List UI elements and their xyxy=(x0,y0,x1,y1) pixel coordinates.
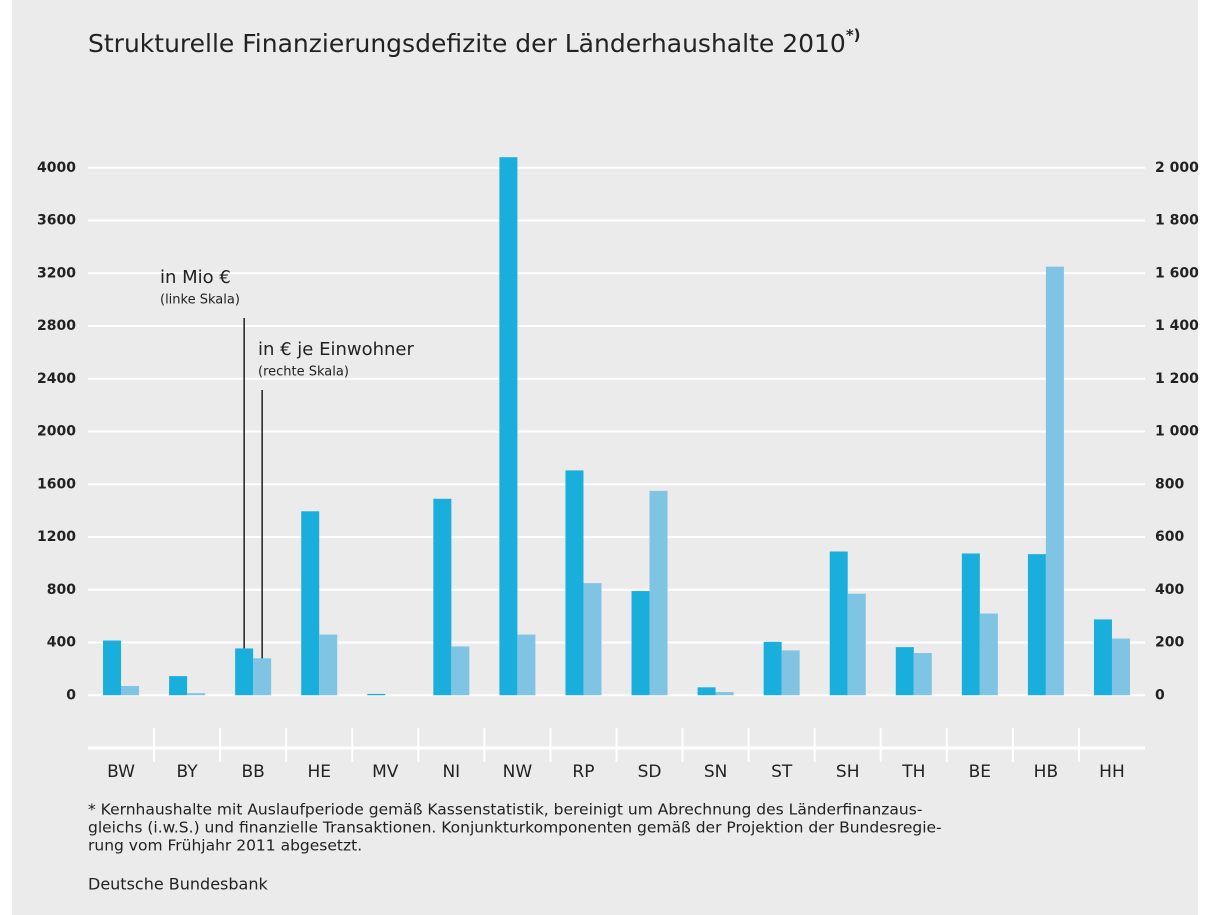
bar xyxy=(565,470,584,696)
bar xyxy=(433,498,452,696)
bar xyxy=(763,641,782,696)
bar xyxy=(169,676,188,696)
bar xyxy=(451,646,470,696)
footnote: * Kernhaushalte mit Auslaufperiode gemäß… xyxy=(88,801,922,819)
y2-tick-label: 1 400 xyxy=(1155,318,1199,334)
x-tick-label: BE xyxy=(969,762,991,782)
bar xyxy=(367,693,386,696)
y-tick-label: 1200 xyxy=(37,529,76,545)
bar xyxy=(253,658,272,696)
y2-tick-label: 1 200 xyxy=(1155,371,1199,387)
bar xyxy=(1027,554,1046,696)
y-tick-label: 2400 xyxy=(37,371,76,387)
bar xyxy=(517,634,536,696)
y2-tick-label: 400 xyxy=(1155,582,1184,598)
source: Deutsche Bundesbank xyxy=(88,875,268,894)
y2-tick-label: 1 000 xyxy=(1155,424,1199,440)
y2-tick-label: 0 xyxy=(1155,687,1165,703)
bar xyxy=(781,650,800,696)
bar xyxy=(979,613,998,696)
bar xyxy=(1093,619,1112,696)
x-tick-label: SH xyxy=(836,762,860,782)
x-tick-label: HE xyxy=(307,762,331,782)
x-tick-label: NI xyxy=(442,762,460,782)
bar xyxy=(847,593,866,696)
bar xyxy=(499,157,518,696)
y2-tick-label: 1 600 xyxy=(1155,265,1199,281)
bar xyxy=(235,648,254,696)
bar xyxy=(649,490,668,696)
y2-tick-label: 2 000 xyxy=(1155,160,1199,176)
bar xyxy=(697,687,716,696)
x-tick-label: ST xyxy=(771,762,793,782)
bar xyxy=(1111,638,1130,696)
x-tick-label: SN xyxy=(704,762,728,782)
y-tick-label: 0 xyxy=(66,687,76,703)
y-tick-label: 3200 xyxy=(37,265,76,281)
x-tick-label: MV xyxy=(372,762,399,782)
x-tick-label: HB xyxy=(1034,762,1058,782)
y-tick-label: 4000 xyxy=(37,160,76,176)
title-note: *) xyxy=(846,26,861,44)
x-tick-label: BB xyxy=(241,762,264,782)
footnote: rung vom Frühjahr 2011 abgesetzt. xyxy=(88,837,362,855)
annotation-note: (linke Skala) xyxy=(160,293,240,308)
x-tick-label: NW xyxy=(503,762,533,782)
y-tick-label: 2000 xyxy=(37,424,76,440)
footnote: gleichs (i.w.S.) und finanzielle Transak… xyxy=(88,819,942,837)
bar xyxy=(583,583,602,696)
background xyxy=(12,0,1198,915)
bar xyxy=(631,591,650,696)
x-tick-label: BW xyxy=(107,762,135,782)
y2-tick-label: 600 xyxy=(1155,529,1184,545)
x-tick-label: TH xyxy=(901,762,925,782)
annotation-label: in Mio € xyxy=(160,267,231,288)
y-tick-label: 1600 xyxy=(37,476,76,492)
x-tick-label: HH xyxy=(1099,762,1125,782)
title-text: Strukturelle Finanzierungsdefizite der L… xyxy=(88,29,846,58)
y-tick-label: 3600 xyxy=(37,213,76,229)
bar xyxy=(103,640,122,696)
y-tick-label: 800 xyxy=(47,582,76,598)
x-tick-label: SD xyxy=(638,762,662,782)
bar xyxy=(1045,266,1064,696)
annotation-note: (rechte Skala) xyxy=(258,365,349,380)
bar xyxy=(121,686,140,696)
x-tick-label: BY xyxy=(177,762,199,782)
bar xyxy=(187,693,206,696)
y-tick-label: 400 xyxy=(47,635,76,651)
bar xyxy=(829,551,848,696)
bar xyxy=(961,553,980,696)
y2-tick-label: 800 xyxy=(1155,476,1184,492)
annotation-label: in € je Einwohner xyxy=(258,339,415,360)
bar xyxy=(301,511,320,696)
y2-tick-label: 200 xyxy=(1155,635,1184,651)
bar xyxy=(319,634,338,696)
x-tick-label: RP xyxy=(572,762,594,782)
bar xyxy=(913,653,932,696)
y-tick-label: 2800 xyxy=(37,318,76,334)
y2-tick-label: 1 800 xyxy=(1155,213,1199,229)
bar xyxy=(895,647,914,696)
chart-title: Strukturelle Finanzierungsdefizite der L… xyxy=(88,26,861,59)
bar xyxy=(715,692,734,696)
